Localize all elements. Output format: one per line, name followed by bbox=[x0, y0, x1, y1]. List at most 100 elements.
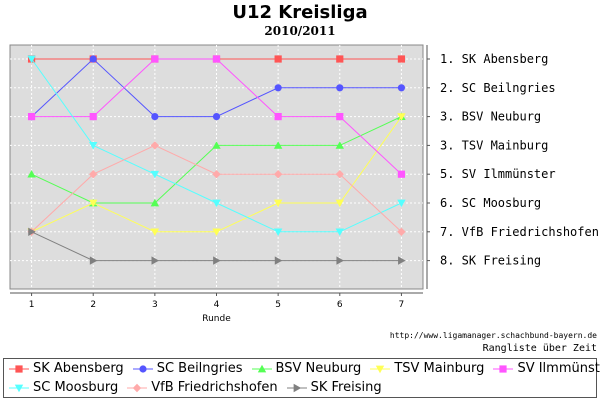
data-point bbox=[274, 84, 282, 92]
legend-item: VfB Friedrichshofen bbox=[126, 380, 278, 395]
data-point bbox=[27, 170, 36, 178]
data-point bbox=[397, 84, 406, 92]
data-point bbox=[89, 55, 97, 63]
legend-marker bbox=[257, 364, 266, 372]
data-point bbox=[89, 199, 98, 208]
y-tick-label: 2. SC Beilngries bbox=[440, 81, 556, 95]
data-point bbox=[28, 227, 36, 236]
data-point bbox=[151, 55, 159, 63]
data-point bbox=[335, 141, 344, 149]
x-tick-label: 7 bbox=[399, 300, 405, 310]
data-point bbox=[150, 198, 160, 207]
legend-label: SV Ilmmünster bbox=[517, 361, 600, 376]
data-point bbox=[27, 113, 36, 121]
legend: SK Abensberg SC Beilngries BSV Neuburg TSV … bbox=[3, 358, 600, 398]
legend-symbol bbox=[493, 364, 514, 373]
x-tick-label: 3 bbox=[152, 300, 158, 310]
legend-marker bbox=[133, 383, 142, 392]
x-axis-title: Runde bbox=[202, 314, 231, 324]
legend-label: VfB Friedrichshofen bbox=[151, 380, 278, 395]
legend-marker bbox=[14, 384, 24, 392]
legend-symbol bbox=[127, 383, 148, 392]
y-tick-label: 3. TSV Mainburg bbox=[440, 138, 548, 152]
data-point bbox=[150, 141, 160, 150]
legend-label: SK Freising bbox=[310, 380, 382, 395]
data-point bbox=[273, 228, 283, 236]
legend-symbol bbox=[9, 364, 29, 373]
legend-label: SC Beilngries bbox=[156, 361, 243, 376]
data-point bbox=[397, 227, 406, 236]
legend-symbol bbox=[286, 383, 307, 392]
legend-row: SC Moosburg VfB Friedrichshofen SK Freisin… bbox=[8, 378, 390, 397]
chart-subtitle: 2010/2011 bbox=[264, 24, 336, 38]
data-point bbox=[89, 113, 97, 121]
legend-label: SK Abensberg bbox=[33, 361, 124, 376]
line-chart: 1 2 3 4 5 6 7 Runde 1. SK Abensberg 2. SC Beilngr… bbox=[9, 44, 599, 324]
legend-item: SK Abensberg bbox=[8, 361, 124, 376]
legend-label: TSV Mainburg bbox=[394, 361, 485, 376]
data-point bbox=[213, 256, 221, 265]
data-point bbox=[398, 256, 406, 265]
legend-item: SC Beilngries bbox=[132, 361, 243, 376]
y-tick-label: 1. SK Abensberg bbox=[440, 52, 548, 66]
legend-item: BSV Neuburg bbox=[251, 361, 362, 376]
data-point bbox=[274, 256, 283, 265]
data-point bbox=[212, 170, 221, 179]
legend-item: SC Moosburg bbox=[8, 380, 118, 395]
legend-item: SK Freising bbox=[286, 380, 382, 395]
legend-label: SC Moosburg bbox=[33, 380, 119, 395]
y-tick-label: 8. SK Freising bbox=[440, 254, 541, 268]
data-point bbox=[89, 256, 98, 265]
data-point bbox=[397, 55, 406, 63]
data-point bbox=[397, 113, 406, 121]
x-tick-label: 4 bbox=[214, 300, 220, 310]
legend-symbol bbox=[132, 364, 153, 373]
data-point bbox=[274, 55, 282, 63]
data-point bbox=[212, 199, 221, 208]
data-point bbox=[151, 256, 160, 265]
data-point bbox=[336, 113, 344, 121]
legend-symbol bbox=[9, 384, 29, 392]
data-point bbox=[212, 228, 221, 236]
data-point bbox=[274, 113, 282, 121]
data-point bbox=[150, 228, 160, 236]
y-tick-label: 7. VfB Friedrichshofen bbox=[440, 225, 599, 239]
legend-marker bbox=[499, 364, 508, 373]
data-point bbox=[212, 55, 221, 63]
data-point bbox=[336, 256, 344, 265]
legend-marker bbox=[139, 364, 147, 373]
data-point bbox=[397, 170, 406, 178]
data-point bbox=[212, 141, 221, 149]
legend-marker bbox=[376, 365, 385, 373]
data-point bbox=[335, 228, 344, 236]
data-point bbox=[273, 170, 283, 179]
x-tick-label: 6 bbox=[337, 300, 343, 310]
x-tick-label: 5 bbox=[275, 300, 281, 310]
data-point bbox=[336, 55, 344, 63]
legend-marker bbox=[15, 364, 23, 373]
x-tick-label: 2 bbox=[90, 300, 96, 310]
data-point bbox=[89, 142, 98, 150]
x-tick-label: 1 bbox=[29, 300, 35, 310]
data-point bbox=[151, 113, 159, 121]
legend-symbol bbox=[251, 364, 272, 372]
data-point bbox=[273, 141, 283, 149]
legend-row: SK Abensberg SC Beilngries BSV Neuburg TSV … bbox=[8, 359, 600, 378]
credit-url: http://www.ligamanager.schachbund-bayern… bbox=[389, 331, 597, 340]
data-point bbox=[89, 170, 98, 179]
y-tick-label: 5. SV Ilmmünster bbox=[440, 167, 556, 181]
chart-title: U12 Kreisliga bbox=[232, 2, 368, 23]
legend-item: SV Ilmmünster bbox=[492, 361, 600, 376]
data-point bbox=[335, 170, 344, 179]
legend-item: TSV Mainburg bbox=[369, 361, 484, 376]
data-point bbox=[212, 113, 221, 121]
y-tick-label: 3. BSV Neuburg bbox=[440, 110, 541, 124]
y-tick-label: 6. SC Moosburg bbox=[440, 196, 541, 210]
data-point bbox=[336, 84, 344, 92]
data-point bbox=[335, 199, 344, 208]
data-point bbox=[150, 170, 160, 179]
legend-label: BSV Neuburg bbox=[275, 361, 362, 376]
data-point bbox=[27, 55, 36, 64]
data-point bbox=[397, 199, 406, 208]
legend-marker bbox=[293, 383, 301, 392]
